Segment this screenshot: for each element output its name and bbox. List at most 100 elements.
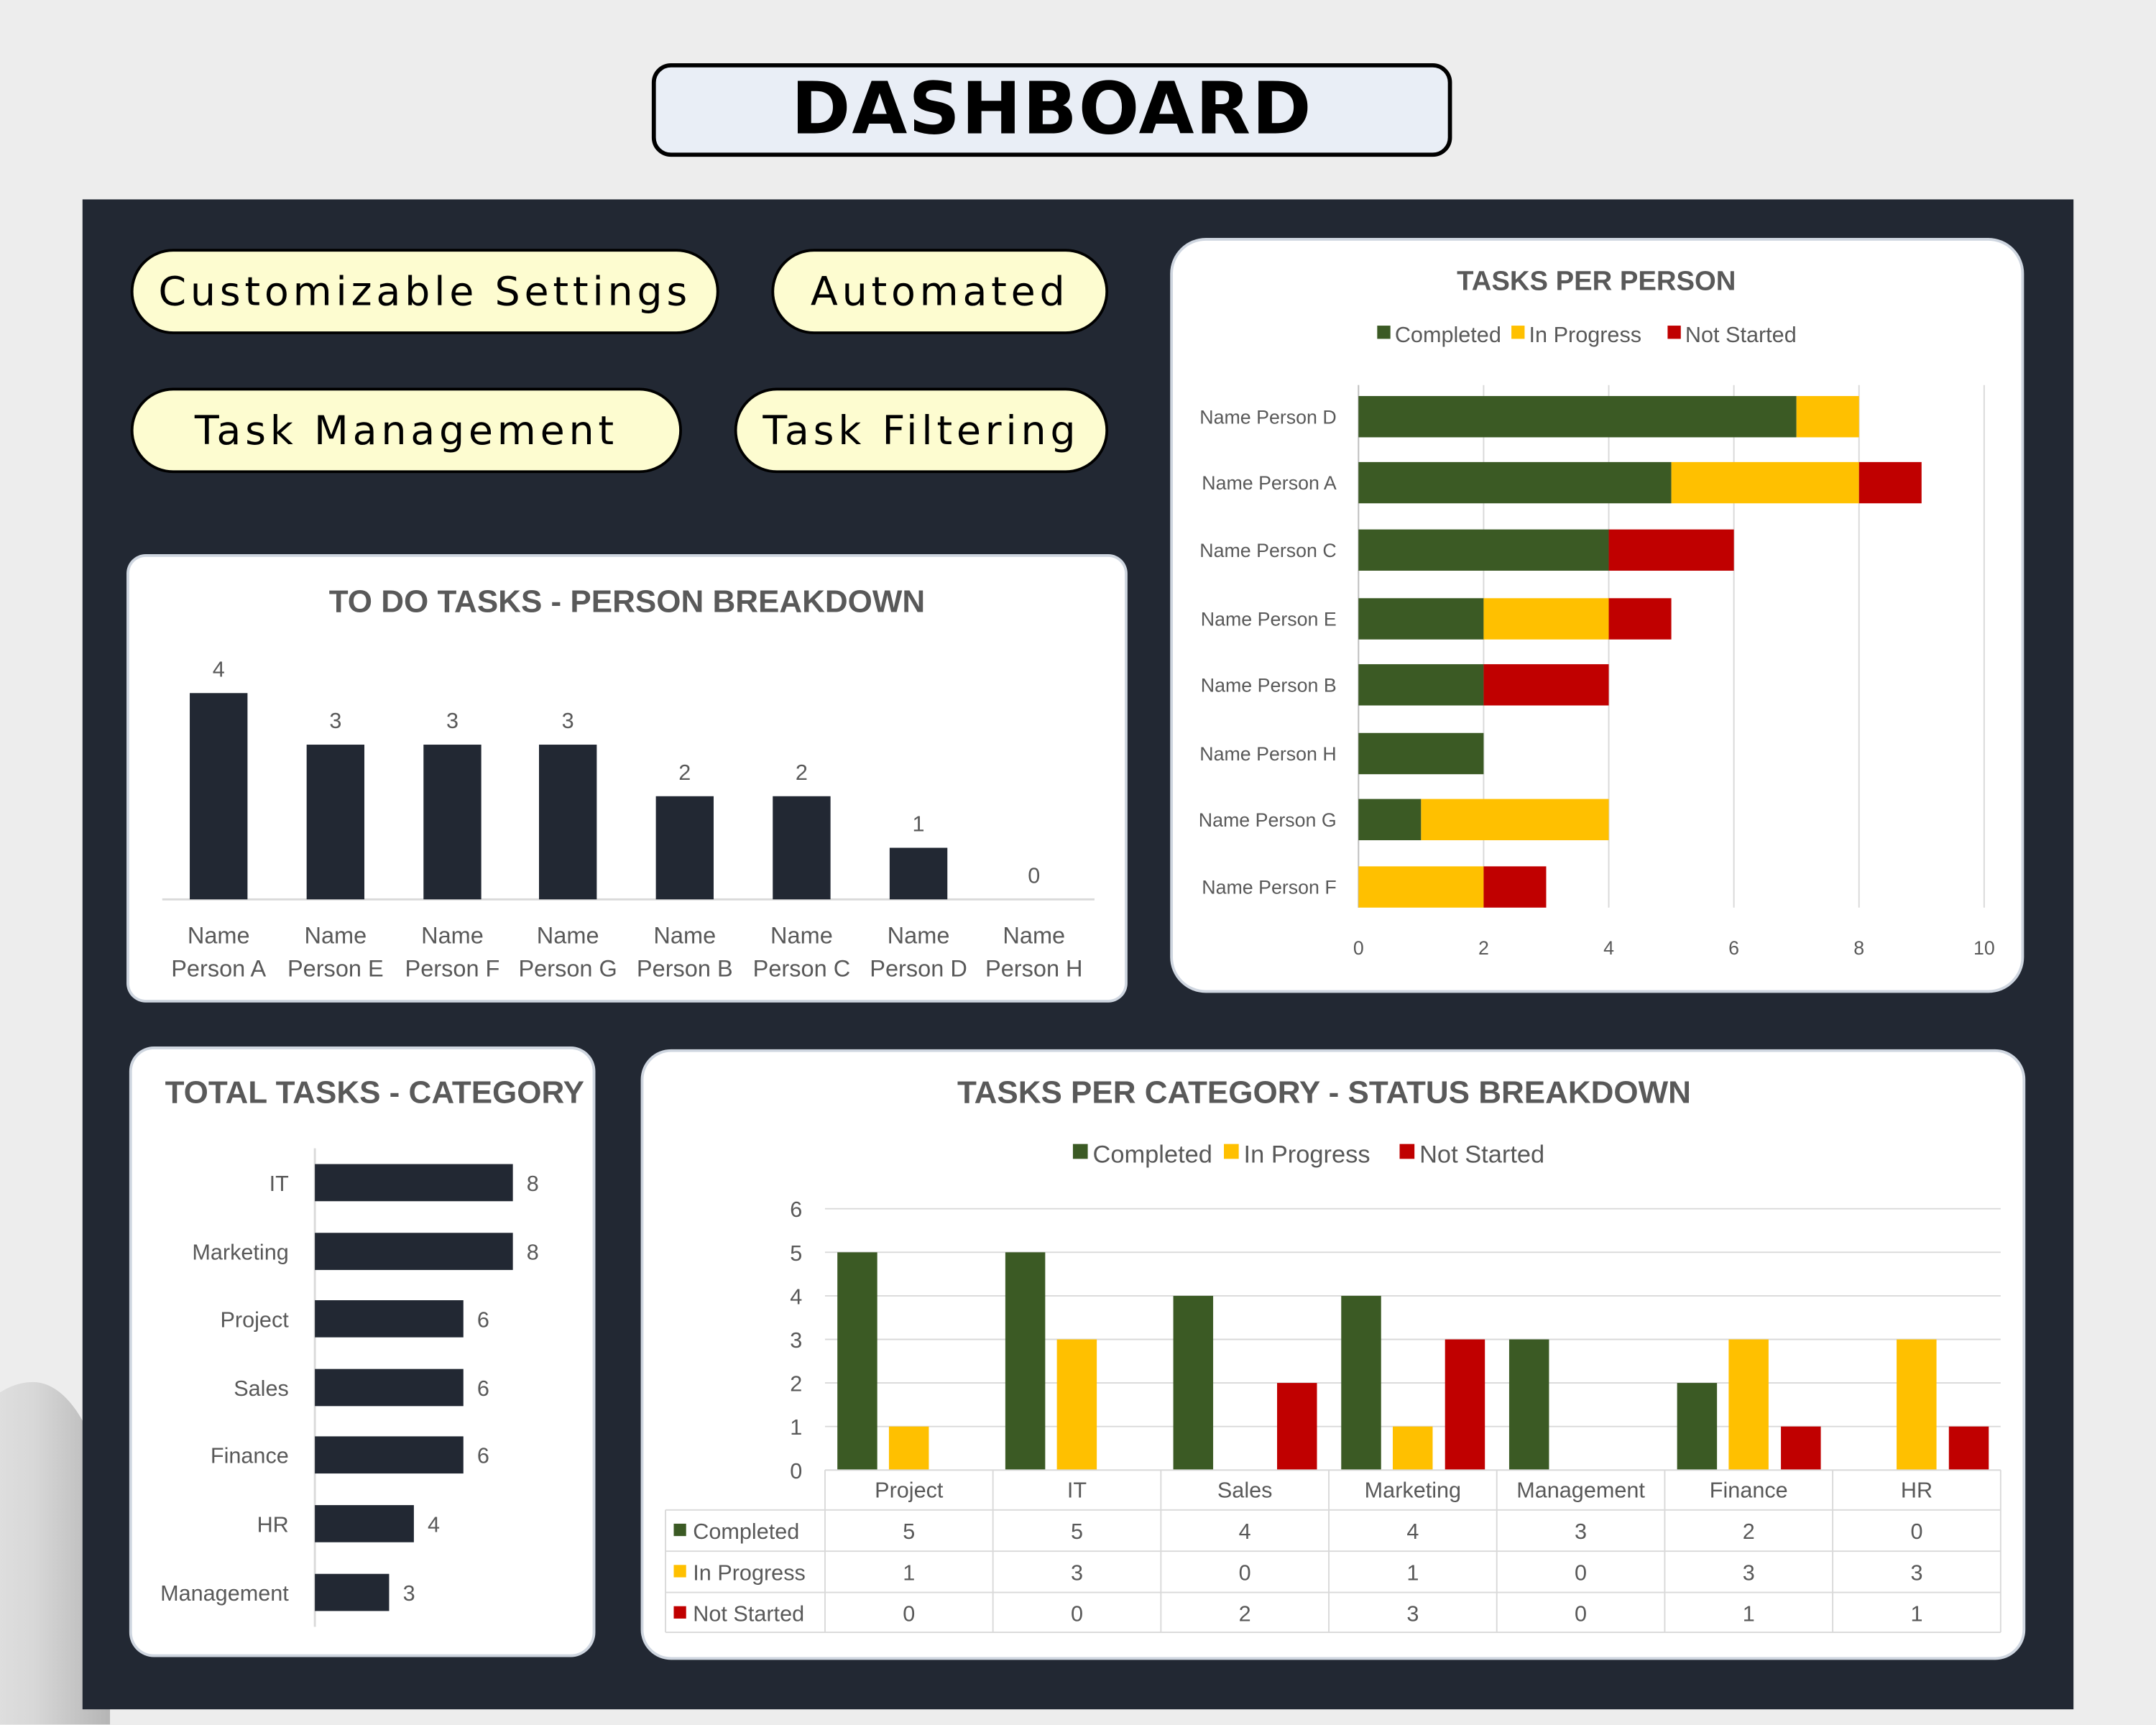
bar-in-progress: [888, 1426, 929, 1471]
chart-title: TOTAL TASKS - CATEGORY: [165, 1075, 584, 1110]
pill-customizable-settings[interactable]: Customizable Settings: [130, 249, 719, 334]
x-tick-label: Name: [888, 923, 950, 949]
data-label: 4: [428, 1512, 440, 1537]
data-label: 6: [477, 1307, 489, 1332]
pill-automated[interactable]: Automated: [771, 249, 1109, 334]
x-tick-label: Name: [304, 923, 367, 949]
y-tick-label: Name Person B: [1201, 674, 1337, 696]
y-tick-label: 1: [790, 1415, 802, 1440]
page-title: DASHBOARD: [791, 68, 1313, 152]
bar: [315, 1573, 390, 1611]
pill-task-filtering[interactable]: Task Filtering: [734, 387, 1109, 474]
bar: [889, 847, 948, 900]
legend-label: In Progress: [1529, 323, 1642, 347]
table-cell: 3: [1910, 1560, 1922, 1585]
table-cell: 5: [903, 1519, 915, 1544]
data-label: 1: [913, 812, 925, 837]
bar-not-started: [1948, 1426, 1989, 1471]
data-label: 6: [477, 1444, 489, 1468]
pill-task-management[interactable]: Task Management: [130, 387, 682, 474]
table-header-cell: Sales: [1217, 1478, 1273, 1503]
chart-title: TASKS PER CATEGORY - STATUS BREAKDOWN: [957, 1075, 1691, 1110]
table-legend-swatch: [673, 1523, 686, 1537]
y-tick-label: Name Person F: [1202, 877, 1336, 898]
x-tick-label: Name: [188, 923, 250, 949]
x-tick-label: Person E: [287, 955, 384, 981]
bar-segment-completed: [1358, 799, 1422, 841]
bar-segment-completed: [1358, 664, 1484, 706]
bar: [315, 1233, 513, 1270]
table-header-cell: Marketing: [1365, 1478, 1461, 1503]
bar-segment-completed: [1358, 461, 1672, 504]
x-tick-label: 10: [1973, 937, 1995, 959]
y-tick-label: 0: [790, 1459, 802, 1484]
status-breakdown-chart: TASKS PER CATEGORY - STATUS BREAKDOWN Com…: [665, 1075, 2001, 1634]
data-label: 3: [403, 1581, 415, 1606]
legend-swatch-0: [1377, 326, 1391, 339]
bar-completed: [1677, 1383, 1718, 1471]
status-breakdown-card: TASKS PER CATEGORY - STATUS BREAKDOWN Com…: [643, 1052, 2023, 1657]
y-tick-label: 4: [790, 1284, 802, 1309]
table-cell: 3: [1071, 1560, 1083, 1585]
bar-segment-completed: [1358, 396, 1797, 438]
table-series-label: Not Started: [693, 1602, 804, 1627]
x-tick-label: Name: [537, 923, 599, 949]
bar: [655, 796, 714, 900]
y-tick-label: Name Person C: [1199, 540, 1336, 561]
chart-title: TO DO TASKS - PERSON BREAKDOWN: [329, 584, 926, 619]
table-cell: 0: [1575, 1602, 1587, 1627]
bar-completed: [1341, 1295, 1381, 1471]
x-tick-label: Person D: [870, 955, 967, 981]
y-tick-label: Sales: [234, 1376, 289, 1401]
bar: [315, 1164, 513, 1202]
table-cell: 3: [1743, 1560, 1755, 1585]
y-tick-label: Name Person D: [1199, 406, 1336, 428]
bar-segment-not-started: [1608, 598, 1672, 640]
bar: [773, 796, 831, 900]
bar-segment-in-progress: [1483, 598, 1609, 640]
total-tasks-category-chart: TOTAL TASKS - CATEGORY IT 8 Marketing 8 Proje…: [160, 1075, 584, 1627]
bar-not-started: [1277, 1383, 1317, 1471]
bar-segment-in-progress: [1421, 799, 1609, 841]
y-tick-label: IT: [270, 1172, 289, 1196]
x-tick-label: Person H: [985, 955, 1083, 981]
legend-label: Not Started: [1685, 323, 1797, 347]
x-tick-label: Name: [421, 923, 484, 949]
bar-in-progress: [1056, 1339, 1097, 1471]
table-cell: 3: [1406, 1602, 1419, 1627]
y-tick-label: Finance: [211, 1444, 289, 1468]
tasks-per-person-chart: TASKS PER PERSON Completed In Progress Not …: [1199, 266, 1995, 959]
table-cell: 0: [1575, 1560, 1587, 1585]
todo-chart: TO DO TASKS - PERSON BREAKDOWN 4 Name Perso…: [162, 584, 1095, 981]
bar: [315, 1436, 464, 1474]
table-legend-swatch: [673, 1565, 686, 1578]
table-header-cell: Finance: [1710, 1478, 1788, 1503]
dashboard-title-box: DASHBOARD: [651, 63, 1452, 157]
bar: [315, 1368, 464, 1407]
y-tick-label: 5: [790, 1241, 802, 1266]
y-tick-label: Management: [160, 1581, 289, 1606]
table-cell: 2: [1743, 1519, 1755, 1544]
bar-segment-in-progress: [1358, 866, 1484, 908]
table-cell: 1: [1910, 1602, 1922, 1627]
data-label: 3: [446, 709, 459, 733]
y-tick-label: 3: [790, 1328, 802, 1353]
table-header-cell: Project: [875, 1478, 944, 1503]
x-tick-label: Name: [1003, 923, 1065, 949]
table-cell: 0: [1910, 1519, 1922, 1544]
table-cell: 4: [1239, 1519, 1251, 1544]
total-tasks-category-card: TOTAL TASKS - CATEGORY IT 8 Marketing 8 Proje…: [132, 1049, 593, 1655]
data-label: 4: [213, 657, 225, 681]
table-cell: 5: [1071, 1519, 1083, 1544]
x-tick-label: 2: [1478, 937, 1489, 959]
legend-label: In Progress: [1244, 1141, 1370, 1168]
bar-segment-not-started: [1608, 529, 1734, 571]
x-tick-label: 6: [1728, 937, 1739, 959]
y-tick-label: Marketing: [192, 1241, 288, 1265]
tasks-per-person-card: TASKS PER PERSON Completed In Progress Not …: [1173, 240, 2022, 990]
table-cell: 0: [1071, 1602, 1083, 1627]
x-tick-label: Person G: [519, 955, 617, 981]
x-tick-label: 8: [1853, 937, 1864, 959]
x-tick-label: Person F: [405, 955, 500, 981]
